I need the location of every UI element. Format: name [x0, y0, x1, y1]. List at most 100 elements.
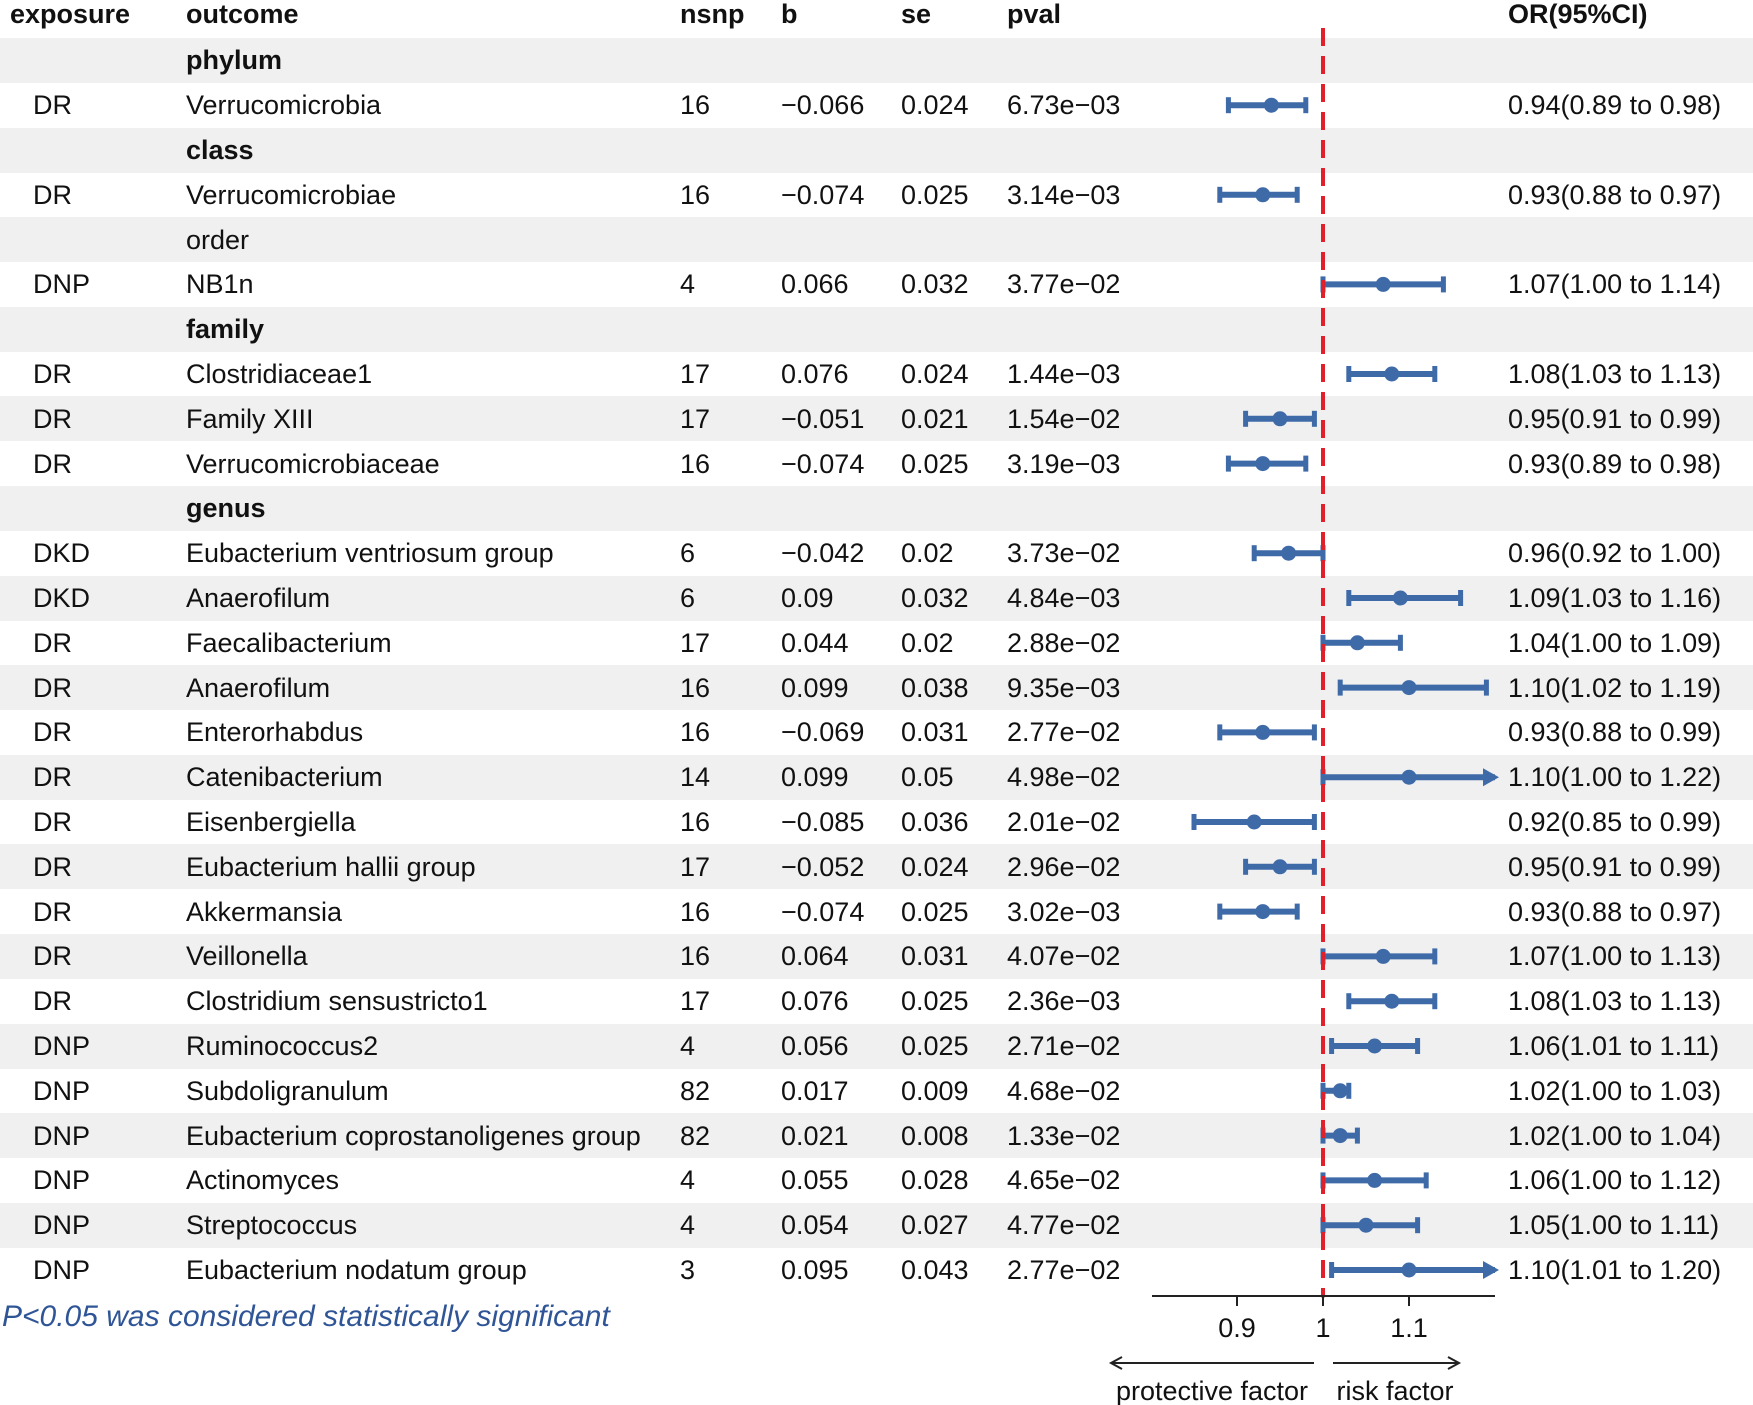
exposure-cell: DNP	[33, 269, 91, 300]
nsnp-cell: 17	[680, 627, 711, 658]
se-cell: 0.025	[901, 179, 969, 210]
or-ci-cell: 1.07(1.00 to 1.13)	[1508, 941, 1722, 972]
exposure-cell: DR	[33, 986, 72, 1017]
row-band	[0, 396, 1753, 442]
or-point	[1332, 1128, 1348, 1144]
risk-factor-label: risk factor	[1336, 1376, 1453, 1405]
header-exposure: exposure	[10, 0, 131, 29]
pval-cell: 3.14e−03	[1007, 179, 1121, 210]
pval-cell: 2.01e−02	[1007, 807, 1121, 837]
or-ci-cell: 1.07(1.00 to 1.14)	[1508, 269, 1722, 300]
exposure-cell: DR	[33, 717, 72, 748]
pval-cell: 1.33e−02	[1007, 1120, 1121, 1151]
outcome-cell: Anaerofilum	[186, 583, 331, 613]
outcome-cell: Veillonella	[186, 941, 308, 972]
or-ci-cell: 0.93(0.88 to 0.97)	[1508, 896, 1722, 927]
row-band	[0, 844, 1753, 890]
pval-cell: 2.77e−02	[1007, 717, 1121, 748]
nsnp-cell: 82	[680, 1120, 711, 1151]
or-ci-cell: 1.10(1.00 to 1.22)	[1508, 762, 1722, 793]
outcome-cell: Clostridium sensustricto1	[186, 986, 488, 1017]
exposure-cell: DR	[33, 627, 72, 658]
or-point	[1349, 635, 1365, 651]
or-ci-cell: 0.93(0.88 to 0.99)	[1508, 717, 1722, 748]
nsnp-cell: 17	[680, 403, 711, 434]
exposure-cell: DR	[33, 807, 72, 837]
nsnp-cell: 4	[680, 269, 696, 300]
se-cell: 0.02	[901, 627, 954, 658]
nsnp-cell: 17	[680, 986, 711, 1017]
se-cell: 0.02	[901, 538, 954, 569]
pval-cell: 1.44e−03	[1007, 359, 1121, 389]
pval-cell: 9.35e−03	[1007, 672, 1121, 703]
exposure-cell: DKD	[33, 583, 91, 613]
header-nsnp: nsnp	[680, 0, 745, 29]
pval-cell: 2.36e−03	[1007, 986, 1121, 1017]
pval-cell: 4.65e−02	[1007, 1165, 1121, 1196]
outcome-cell: Eubacterium ventriosum group	[186, 538, 554, 569]
b-cell: 0.056	[781, 1031, 849, 1061]
pval-cell: 2.88e−02	[1007, 627, 1121, 658]
outcome-cell: Catenibacterium	[186, 762, 383, 793]
exposure-cell: DR	[33, 851, 72, 882]
header-se: se	[901, 0, 932, 29]
se-cell: 0.027	[901, 1210, 969, 1241]
or-point	[1401, 769, 1417, 785]
pval-cell: 4.77e−02	[1007, 1210, 1121, 1241]
or-ci-cell: 1.10(1.01 to 1.20)	[1508, 1255, 1722, 1285]
or-ci-cell: 1.02(1.00 to 1.04)	[1508, 1120, 1722, 1151]
or-point	[1358, 1217, 1374, 1233]
se-cell: 0.024	[901, 359, 969, 389]
nsnp-cell: 6	[680, 538, 696, 569]
group-label: genus	[186, 493, 266, 524]
outcome-cell: Family XIII	[186, 403, 314, 434]
b-cell: −0.074	[781, 896, 865, 927]
or-point	[1392, 590, 1408, 606]
b-cell: 0.054	[781, 1210, 849, 1241]
exposure-cell: DR	[33, 672, 72, 703]
nsnp-cell: 17	[680, 359, 711, 389]
pval-cell: 4.84e−03	[1007, 583, 1121, 613]
outcome-cell: Verrucomicrobiae	[186, 179, 397, 210]
se-cell: 0.028	[901, 1165, 969, 1196]
exposure-cell: DR	[33, 762, 72, 793]
se-cell: 0.05	[901, 762, 954, 793]
or-ci-cell: 1.06(1.01 to 1.11)	[1508, 1031, 1720, 1061]
b-cell: 0.076	[781, 986, 849, 1017]
b-cell: −0.069	[781, 717, 865, 748]
x-tick-label: 1.1	[1390, 1313, 1428, 1343]
se-cell: 0.032	[901, 583, 969, 613]
row-band	[0, 127, 1753, 173]
or-point	[1384, 366, 1400, 382]
b-cell: −0.074	[781, 179, 865, 210]
pval-cell: 4.98e−02	[1007, 762, 1121, 793]
se-cell: 0.025	[901, 896, 969, 927]
row-band	[0, 1113, 1753, 1159]
or-ci-cell: 1.05(1.00 to 1.11)	[1508, 1210, 1720, 1241]
x-tick-label: 0.9	[1218, 1313, 1256, 1343]
b-cell: 0.017	[781, 1075, 849, 1106]
row-band	[0, 38, 1753, 83]
pval-cell: 2.77e−02	[1007, 1255, 1121, 1285]
outcome-cell: Enterorhabdus	[186, 717, 364, 748]
outcome-cell: Eubacterium nodatum group	[186, 1255, 527, 1285]
se-cell: 0.008	[901, 1120, 969, 1151]
b-cell: 0.021	[781, 1120, 849, 1151]
outcome-cell: Verrucomicrobiaceae	[186, 448, 440, 479]
or-ci-cell: 0.96(0.92 to 1.00)	[1508, 538, 1722, 569]
b-cell: 0.044	[781, 627, 849, 658]
nsnp-cell: 16	[680, 896, 711, 927]
nsnp-cell: 16	[680, 179, 711, 210]
outcome-cell: Subdoligranulum	[186, 1075, 389, 1106]
or-ci-cell: 1.08(1.03 to 1.13)	[1508, 359, 1722, 389]
or-ci-cell: 0.95(0.91 to 0.99)	[1508, 851, 1722, 882]
group-label: order	[186, 224, 250, 255]
pval-cell: 3.73e−02	[1007, 538, 1121, 569]
or-point	[1332, 1083, 1348, 1099]
group-label: class	[186, 135, 254, 165]
pval-cell: 6.73e−03	[1007, 90, 1121, 121]
se-cell: 0.024	[901, 851, 969, 882]
exposure-cell: DR	[33, 403, 72, 434]
or-point	[1263, 97, 1279, 113]
